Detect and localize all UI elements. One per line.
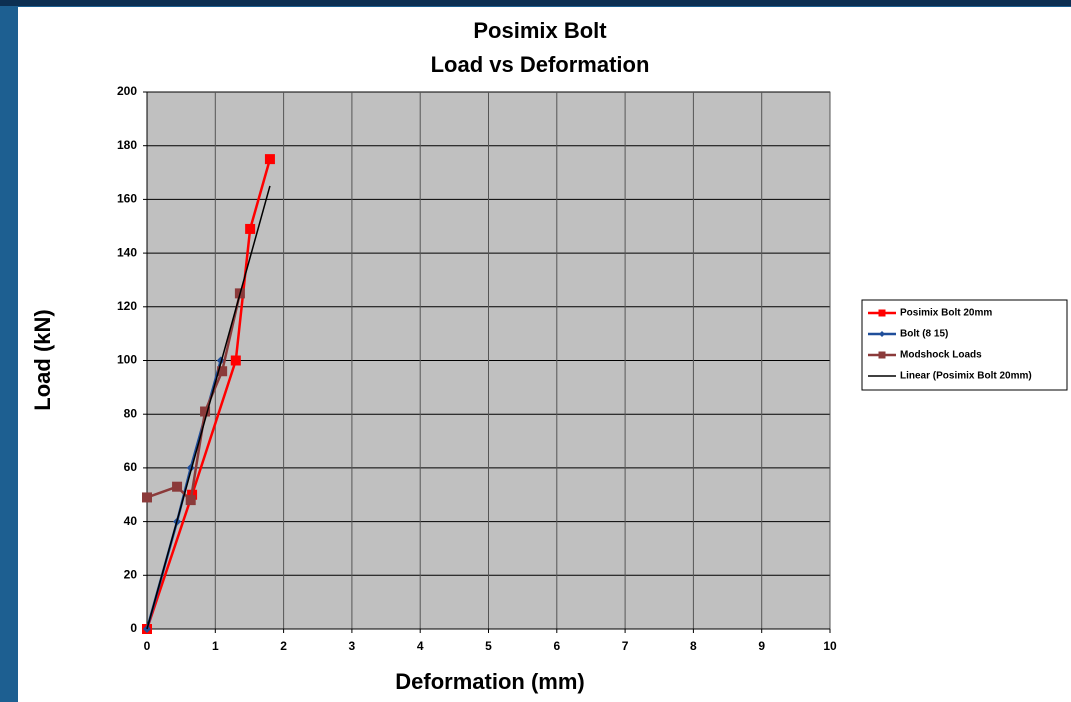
marker [264, 154, 275, 165]
y-tick-label: 20 [124, 567, 138, 581]
marker [230, 355, 241, 366]
y-tick-label: 120 [117, 299, 137, 313]
chart-subtitle: Load vs Deformation [431, 52, 650, 77]
y-tick-label: 200 [117, 84, 137, 98]
series-line [146, 185, 271, 630]
y-tick-label: 140 [117, 245, 137, 259]
x-tick-label: 6 [553, 639, 560, 653]
x-tick-label: 9 [758, 639, 765, 653]
x-tick-label: 4 [417, 639, 424, 653]
y-tick-label: 180 [117, 138, 137, 152]
marker [172, 481, 183, 492]
legend-label: Bolt (8 15) [900, 329, 948, 340]
series-line [146, 293, 242, 503]
x-tick-label: 8 [690, 639, 697, 653]
x-tick-label: 10 [823, 639, 837, 653]
marker [142, 492, 152, 503]
marker [217, 366, 228, 377]
legend-label: Posimix Bolt 20mm [900, 308, 992, 319]
marker [878, 351, 886, 359]
x-tick-label: 2 [280, 639, 287, 653]
marker [245, 223, 256, 234]
frame-top [0, 0, 1071, 6]
x-tick-label: 1 [212, 639, 219, 653]
marker [878, 309, 886, 317]
marker [185, 495, 196, 506]
legend-box [861, 299, 1068, 391]
x-tick-label: 5 [485, 639, 492, 653]
x-tick-label: 0 [144, 639, 151, 653]
x-tick-label: 7 [622, 639, 629, 653]
y-tick-label: 100 [117, 353, 137, 367]
legend-label: Linear (Posimix Bolt 20mm) [900, 371, 1032, 382]
x-axis-label: Deformation (mm) [395, 669, 584, 694]
legend-label: Modshock Loads [900, 350, 982, 361]
y-axis-label: Load (kN) [30, 309, 55, 410]
y-tick-label: 80 [124, 406, 138, 420]
y-tick-label: 40 [124, 514, 138, 528]
x-tick-label: 3 [349, 639, 356, 653]
y-tick-label: 60 [124, 460, 138, 474]
marker [200, 406, 211, 417]
marker [879, 331, 885, 337]
chart-title: Posimix Bolt [473, 18, 607, 43]
y-tick-label: 160 [117, 192, 137, 206]
y-tick-label: 0 [130, 621, 137, 635]
